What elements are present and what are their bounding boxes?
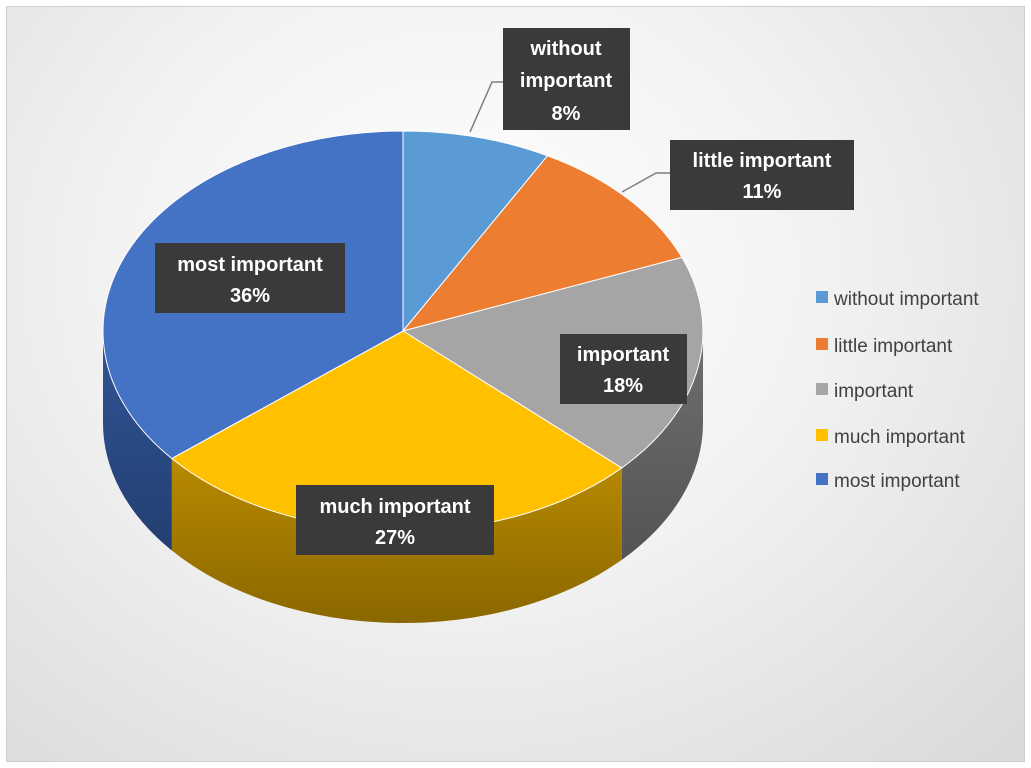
label-category-line2: important — [520, 70, 613, 92]
legend-item-little-important[interactable]: little important — [816, 336, 953, 357]
label-category: most important — [177, 254, 323, 276]
legend-swatch — [816, 291, 828, 303]
data-label-most-important: most important 36% — [155, 243, 345, 313]
data-label-much-important: much important 27% — [296, 485, 494, 555]
leader-line-little-important — [621, 172, 670, 193]
legend-swatch — [816, 338, 828, 350]
pie-slice-little-important[interactable] — [401, 155, 683, 332]
label-value: 36% — [230, 285, 270, 307]
legend-swatch — [816, 429, 828, 441]
leader-line-without-important — [469, 81, 503, 133]
pie-tops — [102, 130, 704, 532]
label-value: 18% — [603, 375, 643, 397]
data-label-little-important: little important 11% — [670, 140, 854, 210]
label-value: 27% — [375, 527, 415, 549]
pie-slice-important[interactable] — [401, 256, 704, 469]
label-category: important — [577, 344, 670, 366]
legend-item-much-important[interactable]: much important — [816, 427, 966, 448]
legend-label: most important — [834, 471, 960, 492]
legend: without important little important impor… — [816, 289, 979, 492]
pie-slice-without-important[interactable] — [402, 130, 549, 333]
data-label-without-important: without important 8% — [503, 28, 630, 130]
pie-side-shade — [103, 331, 172, 551]
legend-swatch — [816, 473, 828, 485]
legend-item-without-important[interactable]: without important — [816, 289, 979, 310]
pie-side-shade — [621, 331, 703, 560]
label-category: without — [529, 38, 601, 60]
label-value: 11% — [743, 181, 782, 203]
label-value: 8% — [552, 103, 581, 125]
label-category: much important — [319, 496, 470, 518]
legend-item-important[interactable]: important — [816, 381, 914, 402]
legend-label: little important — [834, 336, 953, 357]
legend-label: without important — [833, 289, 979, 310]
label-category: little important — [693, 150, 832, 172]
legend-swatch — [816, 383, 828, 395]
data-label-important: important 18% — [560, 334, 687, 404]
legend-label: much important — [834, 427, 966, 448]
legend-label: important — [834, 381, 914, 402]
legend-item-most-important[interactable]: most important — [816, 471, 960, 492]
